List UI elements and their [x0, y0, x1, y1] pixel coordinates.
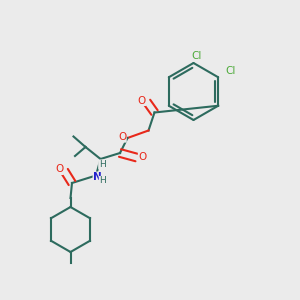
Text: N: N	[93, 172, 102, 182]
Text: O: O	[55, 164, 63, 175]
Text: O: O	[137, 95, 146, 106]
Text: O: O	[138, 152, 147, 162]
Text: O: O	[118, 132, 126, 142]
Text: H: H	[99, 160, 105, 169]
Text: Cl: Cl	[226, 66, 236, 76]
Text: H: H	[99, 176, 106, 185]
Text: Cl: Cl	[191, 50, 202, 61]
